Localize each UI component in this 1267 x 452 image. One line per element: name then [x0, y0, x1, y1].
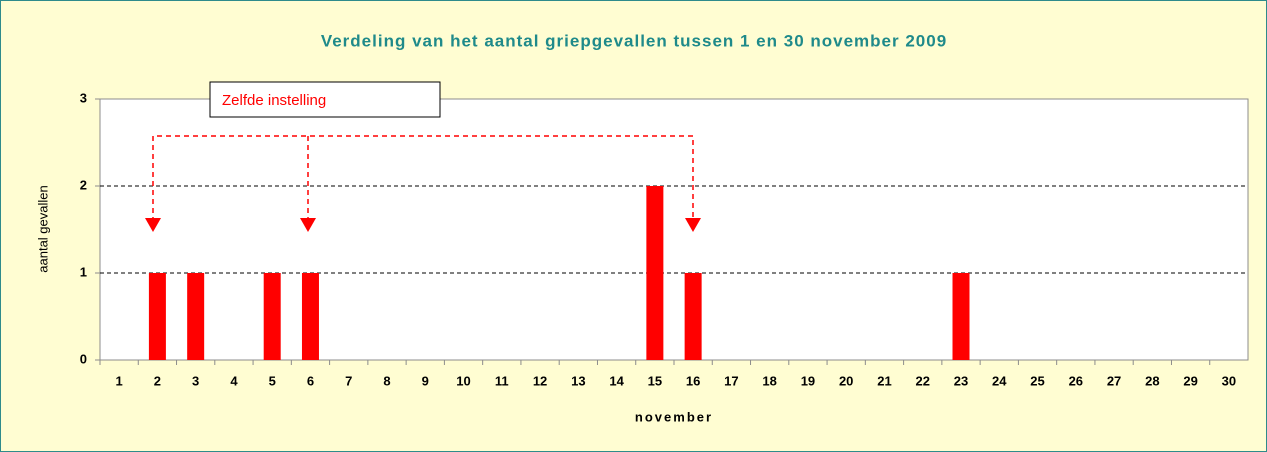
bar: [148, 273, 166, 360]
x-tick-label: 29: [1183, 373, 1197, 388]
x-tick-label: 2: [154, 373, 161, 388]
bar: [187, 273, 205, 360]
bar: [952, 273, 970, 360]
arrow-head: [300, 218, 316, 232]
chart-title: Verdeling van het aantal griepgevallen t…: [321, 31, 947, 50]
x-tick-label: 23: [954, 373, 968, 388]
y-tick-label: 1: [80, 264, 87, 279]
x-tick-label: 20: [839, 373, 853, 388]
annotation: Zelfde instelling: [222, 92, 326, 109]
x-tick-label: 13: [571, 373, 585, 388]
x-tick-label: 11: [495, 373, 509, 388]
arrow-line: [152, 135, 694, 222]
x-tick-label: 25: [1030, 373, 1044, 388]
x-tick-label: 21: [877, 373, 891, 388]
x-axis-label: november: [635, 409, 713, 424]
x-tick-label: 6: [307, 373, 314, 388]
x-tick-label: 7: [345, 373, 352, 388]
x-tick-label: 1: [116, 373, 123, 388]
x-tick-label: 12: [533, 373, 547, 388]
x-tick-label: 10: [456, 373, 470, 388]
x-tick-label: 5: [269, 373, 276, 388]
x-tick-label: 24: [992, 373, 1007, 388]
y-tick-label: 0: [80, 351, 87, 366]
x-tick-label: 16: [686, 373, 700, 388]
x-tick-label: 9: [422, 373, 429, 388]
bar: [646, 186, 664, 360]
plot-area: [99, 98, 1249, 361]
bar: [263, 273, 281, 360]
bar: [684, 273, 702, 360]
y-axis-label: aantal gevallen: [35, 185, 50, 272]
x-tick-label: 15: [648, 373, 662, 388]
annotation-arrows: [152, 135, 694, 222]
x-tick-label: 26: [1069, 373, 1083, 388]
x-tick-label: 30: [1222, 373, 1236, 388]
bar: [301, 273, 319, 360]
x-tick-label: 8: [383, 373, 390, 388]
arrow-heads: [145, 218, 701, 232]
x-tick-label: 18: [762, 373, 776, 388]
x-tick-label: 17: [724, 373, 738, 388]
x-tick-label: 22: [915, 373, 929, 388]
x-tick-label: 14: [609, 373, 624, 388]
arrow-head: [145, 218, 161, 232]
x-tick-label: 3: [192, 373, 199, 388]
y-tick-label: 3: [80, 90, 87, 105]
x-tick-label: 28: [1145, 373, 1159, 388]
x-tick-label: 27: [1107, 373, 1121, 388]
x-tick-label: 4: [230, 373, 238, 388]
annotation-box: [209, 81, 441, 118]
arrow-head: [685, 218, 701, 232]
y-tick-label: 2: [80, 177, 87, 192]
x-tick-label: 19: [801, 373, 815, 388]
